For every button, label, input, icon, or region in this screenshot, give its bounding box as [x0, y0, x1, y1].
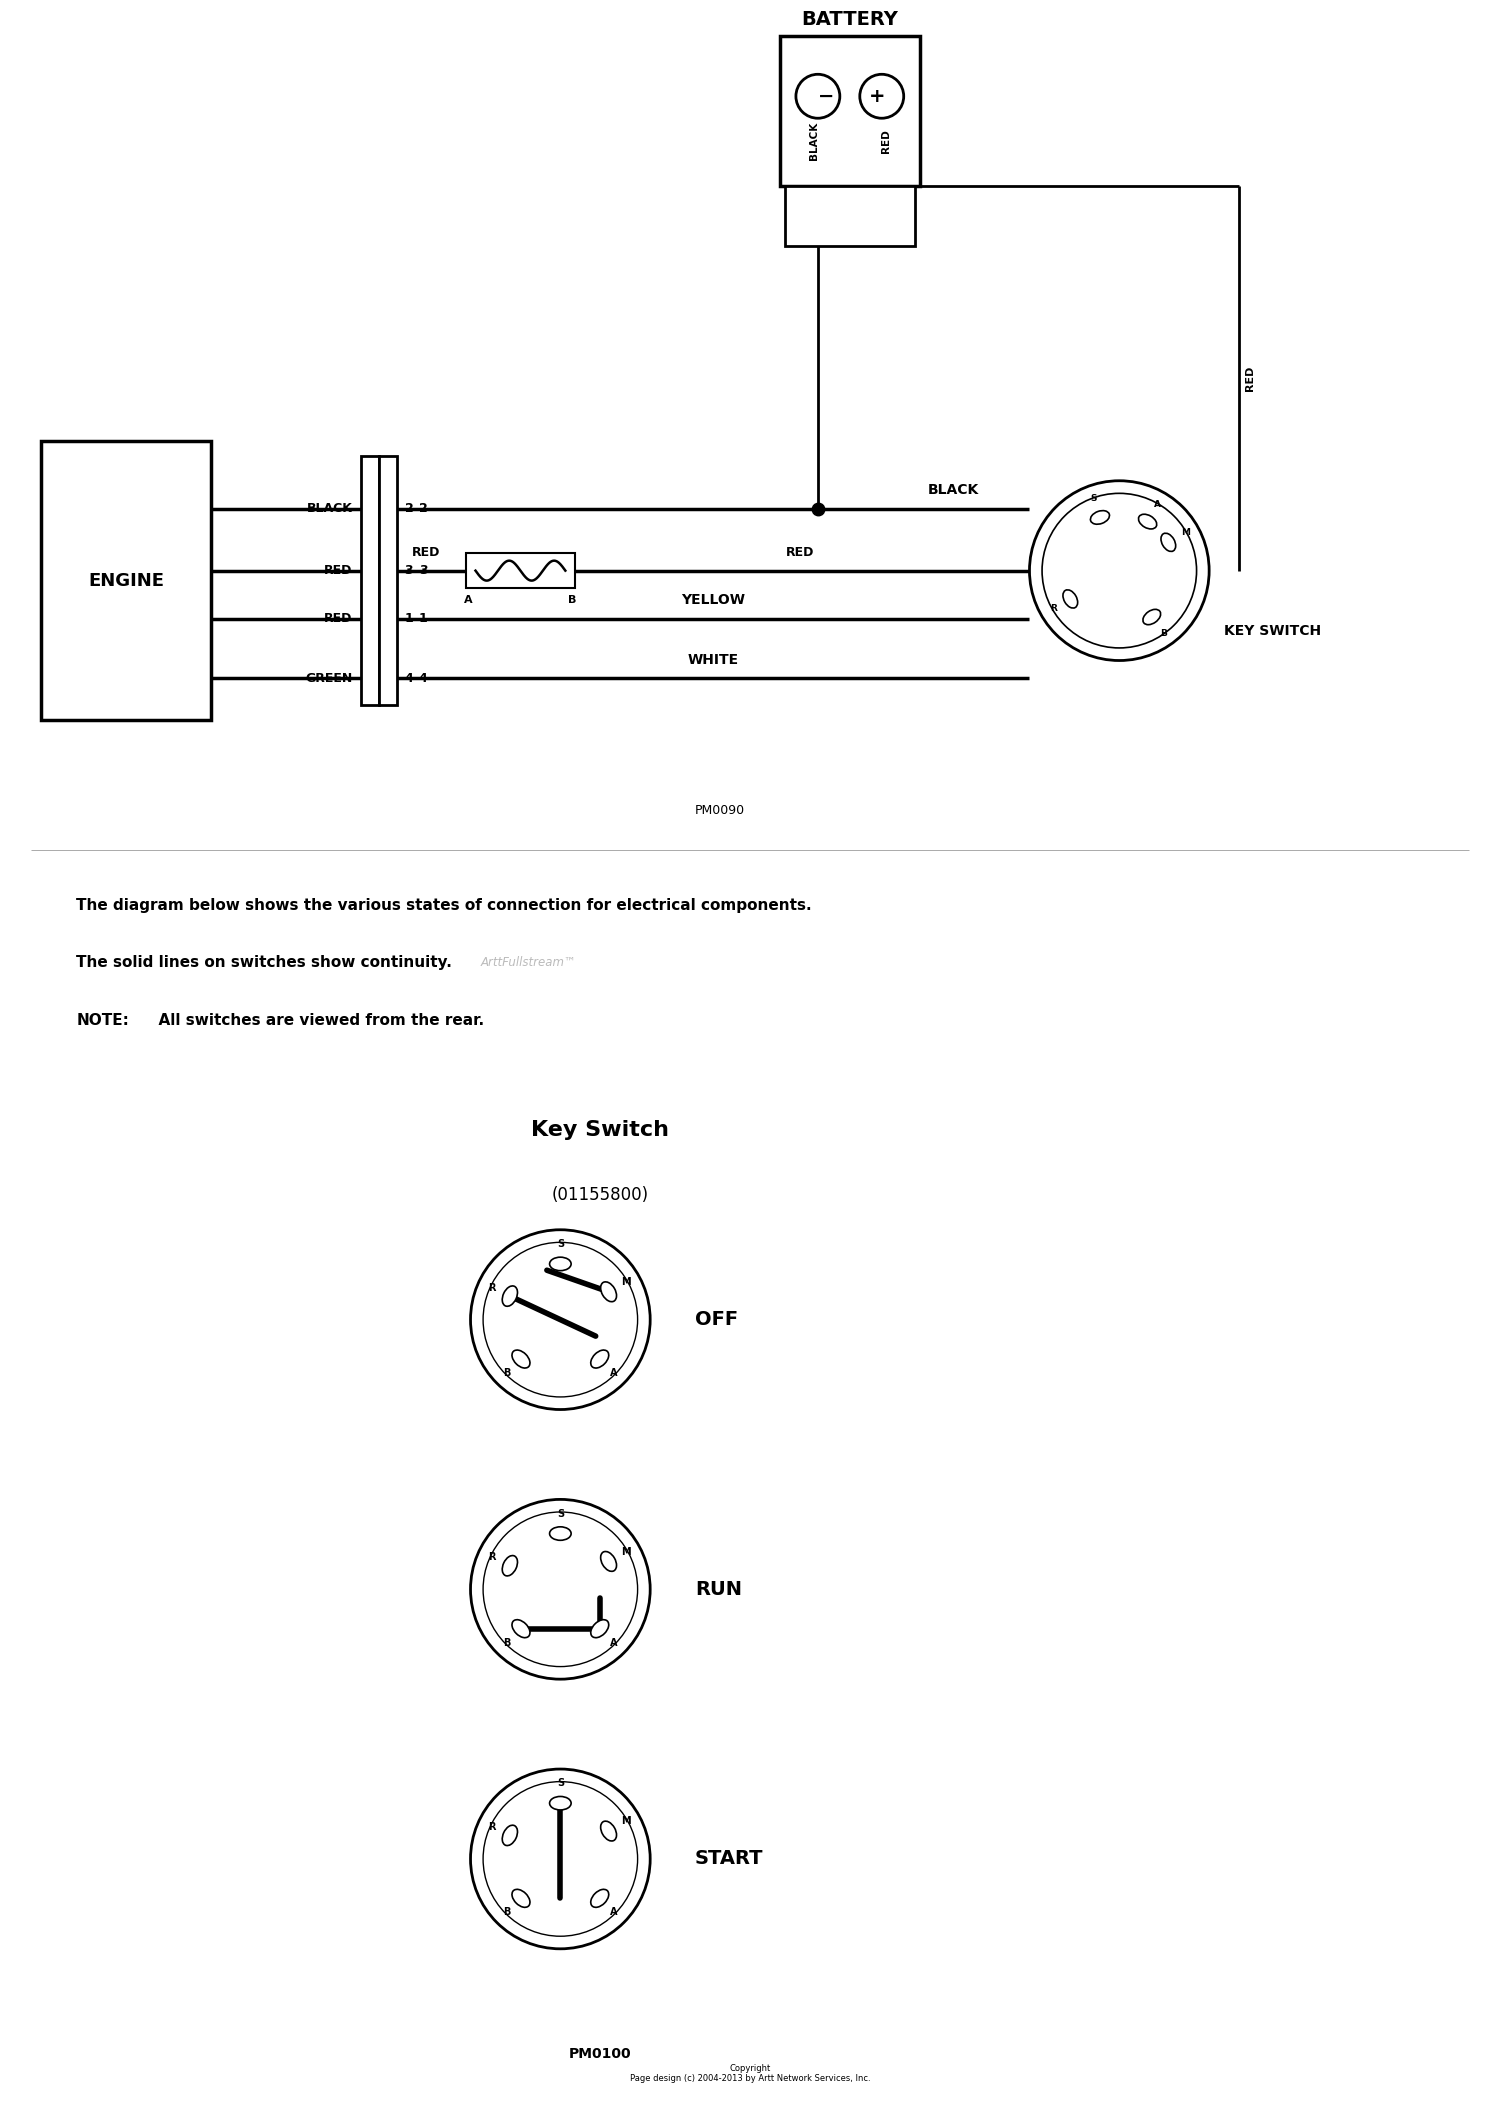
Text: S: S	[1090, 494, 1096, 504]
Bar	[360, 456, 378, 706]
Text: RED: RED	[324, 565, 352, 578]
Text: PM0090: PM0090	[694, 805, 746, 817]
Ellipse shape	[1090, 511, 1110, 525]
Text: B: B	[504, 1908, 510, 1918]
Text: +: +	[868, 86, 885, 105]
Bar	[465, 553, 576, 588]
Ellipse shape	[512, 1351, 530, 1368]
Text: 2: 2	[405, 502, 414, 515]
Text: B: B	[568, 595, 576, 605]
Text: 2: 2	[419, 502, 428, 515]
Bar	[780, 36, 920, 187]
Bar	[378, 456, 396, 706]
Text: BLACK: BLACK	[928, 483, 980, 496]
Text: (01155800): (01155800)	[552, 1185, 650, 1204]
Ellipse shape	[549, 1796, 572, 1809]
Text: −: −	[818, 86, 834, 105]
Text: BLACK: BLACK	[308, 502, 352, 515]
Circle shape	[471, 1229, 650, 1410]
Text: WHITE: WHITE	[687, 653, 738, 666]
Text: A: A	[610, 1368, 618, 1378]
Text: M: M	[1180, 527, 1190, 538]
Text: 1: 1	[419, 611, 428, 626]
Text: B: B	[1160, 628, 1167, 639]
Text: R: R	[488, 1822, 495, 1832]
Text: ENGINE: ENGINE	[88, 571, 164, 590]
Ellipse shape	[549, 1256, 572, 1271]
Text: RED: RED	[411, 546, 440, 559]
Ellipse shape	[1138, 515, 1156, 529]
Text: The diagram below shows the various states of connection for electrical componen: The diagram below shows the various stat…	[76, 897, 812, 912]
Circle shape	[483, 1513, 638, 1666]
Text: 4: 4	[405, 672, 414, 685]
Bar	[784, 187, 915, 246]
Text: GREEN: GREEN	[306, 672, 352, 685]
Text: OFF: OFF	[694, 1311, 738, 1330]
Ellipse shape	[503, 1826, 518, 1845]
Text: RED: RED	[324, 611, 352, 626]
Ellipse shape	[1064, 590, 1077, 607]
Text: NOTE:: NOTE:	[76, 1013, 129, 1027]
Text: YELLOW: YELLOW	[681, 592, 746, 607]
Text: RUN: RUN	[694, 1580, 742, 1599]
Circle shape	[1029, 481, 1209, 660]
Text: A: A	[610, 1637, 618, 1647]
Ellipse shape	[600, 1282, 616, 1303]
Text: KEY SWITCH: KEY SWITCH	[1224, 624, 1322, 637]
Circle shape	[859, 74, 903, 118]
Text: B: B	[504, 1637, 510, 1647]
Circle shape	[483, 1782, 638, 1937]
Ellipse shape	[503, 1555, 518, 1576]
Circle shape	[471, 1500, 650, 1679]
Text: A: A	[610, 1908, 618, 1918]
Ellipse shape	[591, 1889, 609, 1908]
Text: B: B	[504, 1368, 510, 1378]
Text: PM0100: PM0100	[568, 2046, 632, 2061]
Text: S: S	[556, 1240, 564, 1250]
Text: R: R	[488, 1284, 495, 1292]
Ellipse shape	[503, 1286, 518, 1307]
Text: M: M	[621, 1815, 630, 1826]
Circle shape	[483, 1242, 638, 1397]
Ellipse shape	[591, 1620, 609, 1637]
Ellipse shape	[600, 1551, 616, 1572]
Text: RED: RED	[1245, 366, 1256, 391]
Text: START: START	[694, 1849, 764, 1868]
Text: R: R	[1050, 605, 1056, 613]
Ellipse shape	[600, 1822, 616, 1840]
Text: The solid lines on switches show continuity.: The solid lines on switches show continu…	[76, 954, 452, 971]
Text: BATTERY: BATTERY	[801, 11, 898, 29]
Text: 4: 4	[419, 672, 428, 685]
Circle shape	[796, 74, 840, 118]
Text: M: M	[621, 1546, 630, 1557]
Circle shape	[471, 1769, 650, 1950]
Ellipse shape	[512, 1620, 530, 1637]
Text: M: M	[621, 1277, 630, 1288]
Ellipse shape	[512, 1889, 530, 1908]
Text: BLACK: BLACK	[808, 122, 819, 160]
Text: RED: RED	[786, 546, 814, 559]
Text: 3: 3	[405, 565, 414, 578]
Text: All switches are viewed from the rear.: All switches are viewed from the rear.	[148, 1013, 484, 1027]
Text: 3: 3	[419, 565, 428, 578]
Text: ArttFullstream™: ArttFullstream™	[480, 956, 576, 969]
Text: Copyright
Page design (c) 2004-2013 by Artt Network Services, Inc.: Copyright Page design (c) 2004-2013 by A…	[630, 2063, 870, 2084]
Text: Key Switch: Key Switch	[531, 1120, 669, 1141]
Text: S: S	[556, 1509, 564, 1519]
Ellipse shape	[1143, 609, 1161, 624]
Text: 1: 1	[405, 611, 414, 626]
Ellipse shape	[549, 1527, 572, 1540]
Circle shape	[1042, 494, 1197, 647]
Text: RED: RED	[880, 130, 891, 153]
Text: S: S	[556, 1777, 564, 1788]
Ellipse shape	[591, 1351, 609, 1368]
Text: A: A	[464, 595, 472, 605]
Text: A: A	[1154, 500, 1161, 508]
Ellipse shape	[1161, 534, 1176, 550]
Bar	[42, 441, 211, 721]
Text: R: R	[488, 1553, 495, 1563]
